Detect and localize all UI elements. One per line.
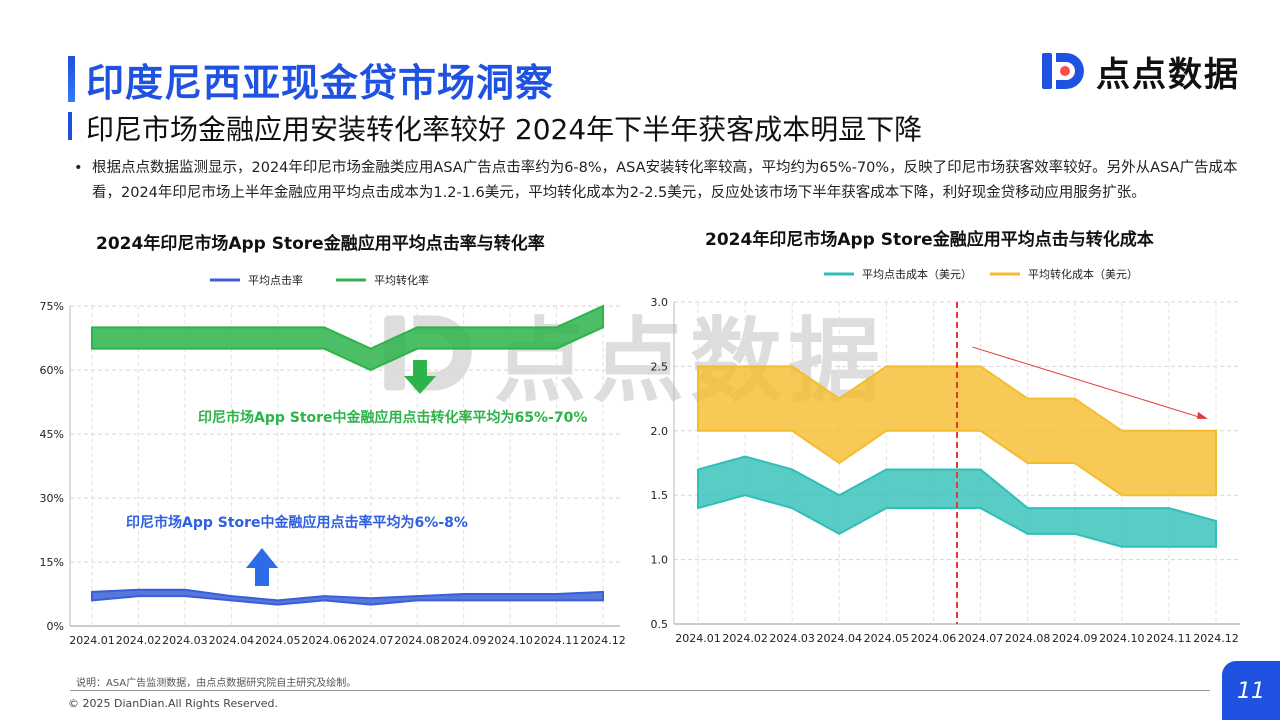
series-band-1 xyxy=(697,455,1217,548)
series-band-2 xyxy=(91,304,604,372)
y-tick-label: 0% xyxy=(47,620,64,633)
up-arrow-icon xyxy=(246,548,278,586)
x-tick-label: 2024.10 xyxy=(1099,632,1145,645)
trend-arrow-head-icon xyxy=(1197,411,1208,419)
bullet-dot: • xyxy=(74,160,83,176)
x-tick-label: 2024.08 xyxy=(1005,632,1051,645)
series-band-1 xyxy=(91,588,604,606)
y-tick-label: 0.5 xyxy=(651,618,669,631)
page-title: 印度尼西亚现金贷市场洞察 xyxy=(86,61,555,105)
down-arrow-icon xyxy=(404,360,436,394)
page-subtitle: 印尼市场金融应用安装转化率较好 2024年下半年获客成本明显下降 xyxy=(86,113,923,146)
source-note: 说明：ASA广告监测数据，由点点数据研究院自主研究及绘制。 xyxy=(76,678,357,689)
x-tick-label: 2024.04 xyxy=(209,634,255,647)
x-tick-label: 2024.02 xyxy=(722,632,768,645)
trend-arrow-line xyxy=(972,346,1203,419)
chart-click-conversion-rate: 0%15%30%45%60%75%2024.01 2024.02 2024.03 20… xyxy=(40,273,626,647)
x-tick-label: 2024.12 xyxy=(1193,632,1239,645)
conversion-annotation: 印尼市场App Store中金融应用点击转化率平均为65%-70% xyxy=(198,409,587,426)
x-tick-label: 2024.03 xyxy=(769,632,815,645)
subtitle-accent-bar xyxy=(68,112,72,140)
legend-label-1: 平均点击成本（美元） xyxy=(862,267,972,281)
x-tick-label: 2024.02 xyxy=(116,634,162,647)
logo-text: 点点数据 xyxy=(1096,54,1240,95)
x-tick-label: 2024.12 xyxy=(580,634,626,647)
summary-text: 根据点点数据监测显示，2024年印尼市场金融类应用ASA广告点击率约为6-8%，… xyxy=(92,160,1238,201)
x-tick-label: 2024.03 xyxy=(162,634,208,647)
x-tick-label: 2024.10 xyxy=(487,634,533,647)
y-tick-label: 1.0 xyxy=(651,554,669,567)
x-tick-label: 2024.07 xyxy=(958,632,1004,645)
copyright: © 2025 DianDian.All Rights Reserved. xyxy=(68,697,278,710)
x-tick-label: 2024.09 xyxy=(441,634,487,647)
y-tick-label: 60% xyxy=(40,364,64,377)
x-tick-label: 2024.08 xyxy=(394,634,440,647)
diandian-logo-icon xyxy=(1042,53,1084,89)
y-tick-label: 2.0 xyxy=(651,425,669,438)
legend-label-1: 平均点击率 xyxy=(248,273,303,287)
y-tick-label: 75% xyxy=(40,300,64,313)
x-tick-label: 2024.06 xyxy=(911,632,957,645)
y-tick-label: 1.5 xyxy=(651,489,669,502)
x-tick-label: 2024.09 xyxy=(1052,632,1098,645)
title-accent-bar xyxy=(68,56,75,102)
y-tick-label: 45% xyxy=(40,428,64,441)
chart2-title: 2024年印尼市场App Store金融应用平均点击与转化成本 xyxy=(705,230,1154,250)
x-tick-label: 2024.04 xyxy=(817,632,863,645)
legend-label-2: 平均转化率 xyxy=(374,273,429,287)
x-tick-label: 2024.05 xyxy=(255,634,301,647)
y-tick-label: 3.0 xyxy=(651,296,669,309)
click-annotation: 印尼市场App Store中金融应用点击率平均为6%-8% xyxy=(126,514,468,531)
x-tick-label: 2024.11 xyxy=(534,634,580,647)
legend-label-2: 平均转化成本（美元） xyxy=(1028,267,1138,281)
y-tick-label: 15% xyxy=(40,556,64,569)
chart1-title: 2024年印尼市场App Store金融应用平均点击率与转化率 xyxy=(96,234,545,254)
x-tick-label: 2024.11 xyxy=(1146,632,1192,645)
summary-bullet: • 根据点点数据监测显示，2024年印尼市场金融类应用ASA广告点击率约为6-8… xyxy=(74,156,1244,206)
x-tick-label: 2024.05 xyxy=(864,632,910,645)
x-tick-label: 2024.06 xyxy=(302,634,348,647)
y-tick-label: 2.5 xyxy=(651,360,669,373)
footer-divider xyxy=(70,690,1210,691)
page-number: 11 xyxy=(1222,661,1280,720)
brand-logo: 点点数据 xyxy=(1040,46,1240,96)
y-tick-label: 30% xyxy=(40,492,64,505)
series-band-2 xyxy=(697,365,1217,497)
x-tick-label: 2024.01 xyxy=(69,634,115,647)
x-tick-label: 2024.07 xyxy=(348,634,394,647)
x-tick-label: 2024.01 xyxy=(675,632,721,645)
